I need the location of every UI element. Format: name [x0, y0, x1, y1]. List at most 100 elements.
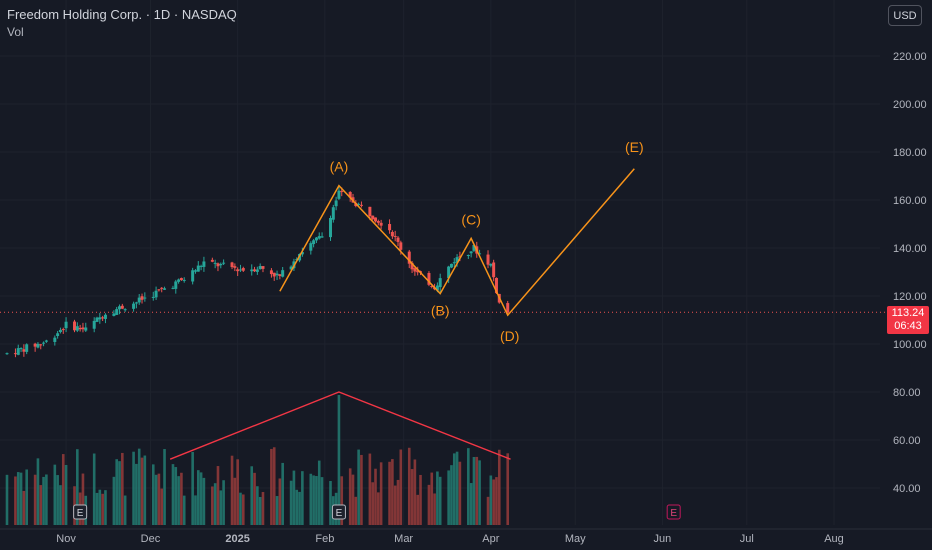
candle-body [160, 287, 164, 289]
volume-bar [455, 451, 459, 525]
volume-bar [182, 495, 186, 525]
candle-body [407, 251, 411, 264]
volume-bar [340, 476, 344, 525]
candle-body [371, 215, 375, 220]
candle-body [309, 243, 313, 251]
candle-body [334, 200, 338, 207]
candle-body [64, 321, 68, 329]
y-tick-label: 60.00 [893, 435, 921, 447]
x-tick-label: May [565, 533, 586, 545]
axes: 40.00 60.00 80.00 100.00 120.00 140.00 160.00 1… [0, 51, 932, 545]
volume-bar [219, 490, 223, 525]
volume-bar [61, 454, 65, 525]
candle-body [222, 262, 226, 264]
candle-body [84, 327, 88, 331]
volume-bar [309, 473, 313, 525]
volume-bar [278, 478, 282, 525]
volume-bar [5, 474, 9, 525]
wave-label: (C) [461, 211, 480, 227]
volume-label[interactable]: Vol [7, 25, 24, 39]
volume-bar [59, 485, 62, 525]
candle-body [56, 333, 60, 337]
candles [5, 185, 510, 358]
volume-bar [337, 395, 341, 525]
volume-bar [329, 481, 332, 525]
volume-bar [469, 483, 473, 525]
earnings-marker-label: E [336, 508, 343, 519]
candle-body [53, 337, 57, 342]
candle-body [388, 224, 392, 231]
candle-body [261, 266, 265, 269]
candle-body [455, 257, 459, 263]
volume-bar [270, 448, 273, 525]
volume-bar [151, 464, 155, 525]
candle-body [101, 317, 105, 319]
earnings-marker [73, 504, 88, 520]
y-tick-label: 200.00 [893, 99, 927, 111]
candle-body [191, 270, 195, 282]
volume-bar [135, 463, 138, 525]
candle-body [399, 242, 403, 250]
volume-bar [410, 469, 414, 525]
volume-bar [475, 456, 479, 525]
candle-body [213, 262, 217, 264]
volume-bar [199, 472, 203, 525]
volume-bar [452, 453, 456, 525]
volume-bar [351, 474, 355, 525]
volume-bar [438, 476, 442, 525]
candle-body [25, 344, 29, 352]
candle-body [281, 270, 285, 277]
candle-body [379, 222, 383, 226]
volume-bar [56, 475, 59, 525]
x-tick-label: Jul [740, 533, 754, 545]
candle-body [396, 237, 400, 242]
volume-bar [289, 480, 293, 525]
volume-bar [371, 482, 374, 525]
volume-bar [81, 473, 85, 525]
wave-annotations: (A) (B) (C) (D) (E) E E E [73, 139, 681, 520]
volume-bar [230, 455, 234, 525]
volume-bar [16, 472, 20, 525]
volume-bar [506, 453, 510, 525]
candle-body [359, 204, 363, 206]
candle-body [236, 269, 240, 272]
volume-bar [171, 464, 175, 525]
candle-body [132, 303, 136, 309]
candle-body [447, 266, 451, 279]
y-tick-label: 40.00 [893, 483, 921, 495]
candle-body [16, 348, 20, 355]
earnings-marker-label: E [77, 508, 84, 519]
volume-bar [348, 468, 352, 525]
candle-body [492, 262, 496, 278]
x-tick-label: Jun [654, 533, 672, 545]
candle-body [312, 240, 316, 245]
candle-body [449, 263, 453, 268]
candle-body [427, 273, 431, 285]
candle-body [438, 278, 442, 288]
symbol-title[interactable]: Freedom Holding Corp. · 1D · NASDAQ [7, 7, 237, 22]
candle-body [182, 279, 186, 281]
volume-bar [419, 474, 422, 525]
volume-bar [14, 476, 17, 525]
candle-body [466, 254, 470, 256]
candle-body [413, 268, 417, 272]
currency-button[interactable]: USD [888, 5, 922, 26]
x-tick-label: Feb [315, 533, 334, 545]
candle-body [58, 329, 62, 333]
chart-header: Freedom Holding Corp. · 1D · NASDAQ Vol [7, 7, 237, 40]
wave-label: (B) [431, 303, 450, 319]
volume-bar [121, 452, 124, 525]
candle-body [320, 236, 324, 238]
volume-bar [399, 449, 403, 525]
candle-body [486, 254, 490, 265]
candle-body [317, 236, 321, 239]
volume-bar [92, 453, 96, 525]
candle-body [193, 270, 197, 272]
volume-bar [196, 470, 200, 525]
volume-bar [132, 451, 135, 525]
candle-body [410, 262, 414, 270]
candle-body [154, 290, 158, 298]
candle-body [202, 261, 206, 267]
volume-bar [436, 471, 439, 525]
